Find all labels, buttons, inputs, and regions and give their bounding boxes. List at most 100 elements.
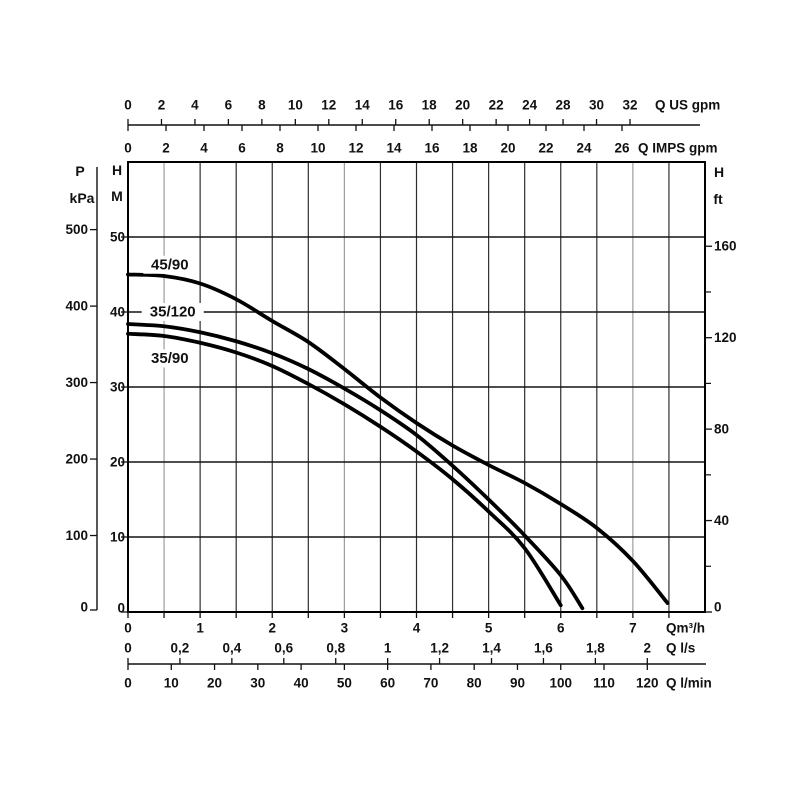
lmin-tick-label: 20 [207,676,222,691]
curve-label-35-90: 35/90 [151,350,189,367]
us-gpm-tick-label: 14 [355,98,371,113]
m-tick-label: 40 [110,305,125,320]
us-gpm-tick-label: 2 [158,98,166,113]
ft-tick-label: 40 [714,513,729,528]
ls-tick-label: 0 [124,641,132,656]
lmin-tick-label: 10 [164,676,179,691]
us-gpm-tick-label: 8 [258,98,266,113]
curve-label-45-90: 45/90 [151,256,189,273]
pump-curve-45-90 [126,272,670,605]
us-gpm-tick-label: 6 [225,98,233,113]
us-gpm-tick-label: 32 [622,98,637,113]
us-gpm-tick-label: 4 [191,98,199,113]
lmin-tick-label: 100 [549,676,572,691]
m3h-tick-label: 5 [485,621,493,636]
kpa-tick-label: 0 [80,600,88,615]
lmin-tick-label: 80 [467,676,482,691]
m3h-tick-label: 7 [629,621,637,636]
m-tick-label: 30 [110,380,125,395]
imps-gpm-tick-label: 2 [162,141,170,156]
m3h-tick-label: 2 [268,621,276,636]
ls-tick-label: 1,6 [534,641,553,656]
lmin-tick-label: 50 [337,676,352,691]
lmin-tick-label: 90 [510,676,525,691]
imps-gpm-tick-label: 20 [500,141,515,156]
ls-tick-label: 1,4 [482,641,501,656]
m-tick-label: 0 [117,601,125,616]
kpa-tick-label: 200 [65,452,88,467]
lmin-tick-label: 70 [423,676,438,691]
m3h-tick-label: 3 [341,621,349,636]
us-gpm-tick-label: 12 [321,98,336,113]
ls-unit-label: Q l/s [666,641,695,656]
lmin-tick-label: 120 [636,676,659,691]
imps-gpm-tick-label: 10 [310,141,325,156]
m3h-tick-label: 0 [124,621,132,636]
kpa-tick-label: 300 [65,375,88,390]
ft-tick-label: 80 [714,422,729,437]
m-tick-label: 10 [110,530,125,545]
imps-gpm-tick-label: 6 [238,141,246,156]
lmin-tick-label: 60 [380,676,395,691]
m-tick-label: 20 [110,455,125,470]
kpa-tick-label: 500 [65,222,88,237]
m-tick-label: 50 [110,230,125,245]
kpa-tick-label: 400 [65,299,88,314]
imps-gpm-tick-label: 24 [576,141,592,156]
lmin-unit-label: Q l/min [666,676,712,691]
m-axis-title-h: H [112,162,122,178]
pump-curve-35-90 [126,331,563,608]
ls-tick-label: 1,2 [430,641,449,656]
ls-tick-label: 0,6 [274,641,293,656]
us-gpm-tick-label: 16 [388,98,404,113]
imps-gpm-tick-label: 16 [424,141,440,156]
us-gpm-tick-label: 10 [288,98,303,113]
us-gpm-tick-label: 24 [522,98,538,113]
ls-tick-label: 1,8 [586,641,605,656]
imps-gpm-tick-label: 12 [348,141,363,156]
us-gpm-tick-label: 20 [455,98,470,113]
us-gpm-unit-label: Q US gpm [655,98,720,113]
lmin-tick-label: 40 [294,676,309,691]
m3h-tick-label: 6 [557,621,565,636]
curve-label-bg [141,303,204,321]
curve-label-bg [143,255,197,274]
imps-gpm-tick-label: 8 [276,141,284,156]
imps-gpm-tick-label: 4 [200,141,208,156]
curve-label-35-120: 35/120 [150,304,196,321]
us-gpm-tick-label: 28 [556,98,572,113]
kpa-axis-title-p: P [75,163,84,179]
lmin-tick-label: 30 [250,676,265,691]
imps-gpm-tick-label: 22 [538,141,553,156]
curve-label-bg [143,349,197,368]
ft-tick-label: 120 [714,330,737,345]
ls-tick-label: 0,2 [171,641,190,656]
imps-gpm-tick-label: 0 [124,141,132,156]
imps-gpm-tick-label: 14 [386,141,402,156]
m3h-unit-label: Qm³/h [666,621,705,636]
ft-tick-label: 160 [714,239,737,254]
pump-curve-35-120 [126,322,585,611]
ls-tick-label: 2 [644,641,652,656]
us-gpm-tick-label: 30 [589,98,604,113]
us-gpm-tick-label: 0 [124,98,132,113]
imps-gpm-tick-label: 26 [614,141,630,156]
us-gpm-tick-label: 18 [422,98,438,113]
m3h-tick-label: 1 [196,621,204,636]
kpa-axis-title-unit: kPa [70,190,95,206]
imps-gpm-unit-label: Q IMPS gpm [638,141,718,156]
kpa-tick-label: 100 [65,528,88,543]
ft-tick-label: 0 [714,600,722,615]
m3h-tick-label: 4 [413,621,421,636]
lmin-tick-label: 0 [124,676,132,691]
ft-axis-title-h: H [714,164,724,180]
ls-tick-label: 1 [384,641,392,656]
lmin-tick-label: 110 [593,676,615,691]
ft-axis-title-unit: ft [713,191,723,207]
imps-gpm-tick-label: 18 [462,141,478,156]
us-gpm-tick-label: 22 [489,98,504,113]
ls-tick-label: 0,8 [326,641,345,656]
